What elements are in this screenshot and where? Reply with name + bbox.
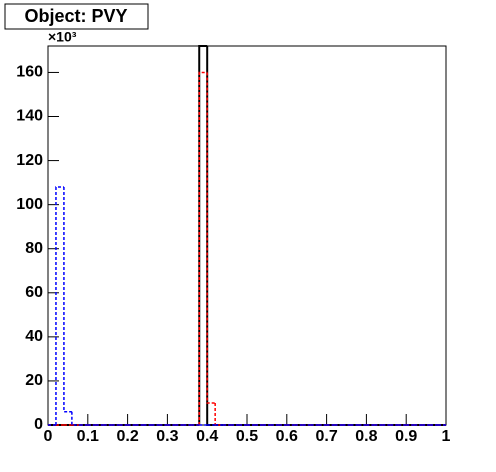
x-tick-label: 0.2 — [116, 428, 138, 445]
x-tick-label: 0.6 — [276, 428, 298, 445]
y-tick-label: 60 — [25, 284, 43, 301]
y-tick-label: 160 — [16, 64, 43, 81]
histogram-bin — [198, 45, 208, 425]
plot-frame — [47, 45, 447, 426]
histogram-bin — [206, 46, 216, 426]
x-tick-label: 0.8 — [355, 428, 377, 445]
y-tick-label: 20 — [25, 372, 43, 389]
title-box — [4, 3, 149, 30]
y-tick-label: 120 — [16, 152, 43, 169]
histogram-bin — [206, 72, 216, 404]
x-tick-label: 0.4 — [196, 428, 218, 445]
y-tick-label: 100 — [16, 196, 43, 213]
x-tick-label: 0.5 — [236, 428, 258, 445]
x-tick-label: 0.7 — [315, 428, 337, 445]
x-tick-label: 0.3 — [156, 428, 178, 445]
histogram-bin — [63, 187, 72, 413]
y-multiplier: ×10³ — [48, 29, 77, 45]
x-tick-label: 0.9 — [395, 428, 417, 445]
histogram-bin — [55, 186, 64, 425]
x-tick-label: 0 — [44, 428, 53, 445]
y-tick-label: 40 — [25, 328, 43, 345]
x-tick-label: 0.1 — [77, 428, 99, 445]
chart-title: Object: PVY — [24, 6, 127, 26]
histogram-bin — [198, 71, 208, 425]
y-tick-label: 0 — [34, 416, 43, 433]
histogram-bin — [71, 411, 80, 426]
x-tick-label: 1 — [442, 428, 451, 445]
histogram-bin — [214, 402, 224, 426]
y-tick-label: 80 — [25, 240, 43, 257]
y-tick-label: 140 — [16, 108, 43, 125]
